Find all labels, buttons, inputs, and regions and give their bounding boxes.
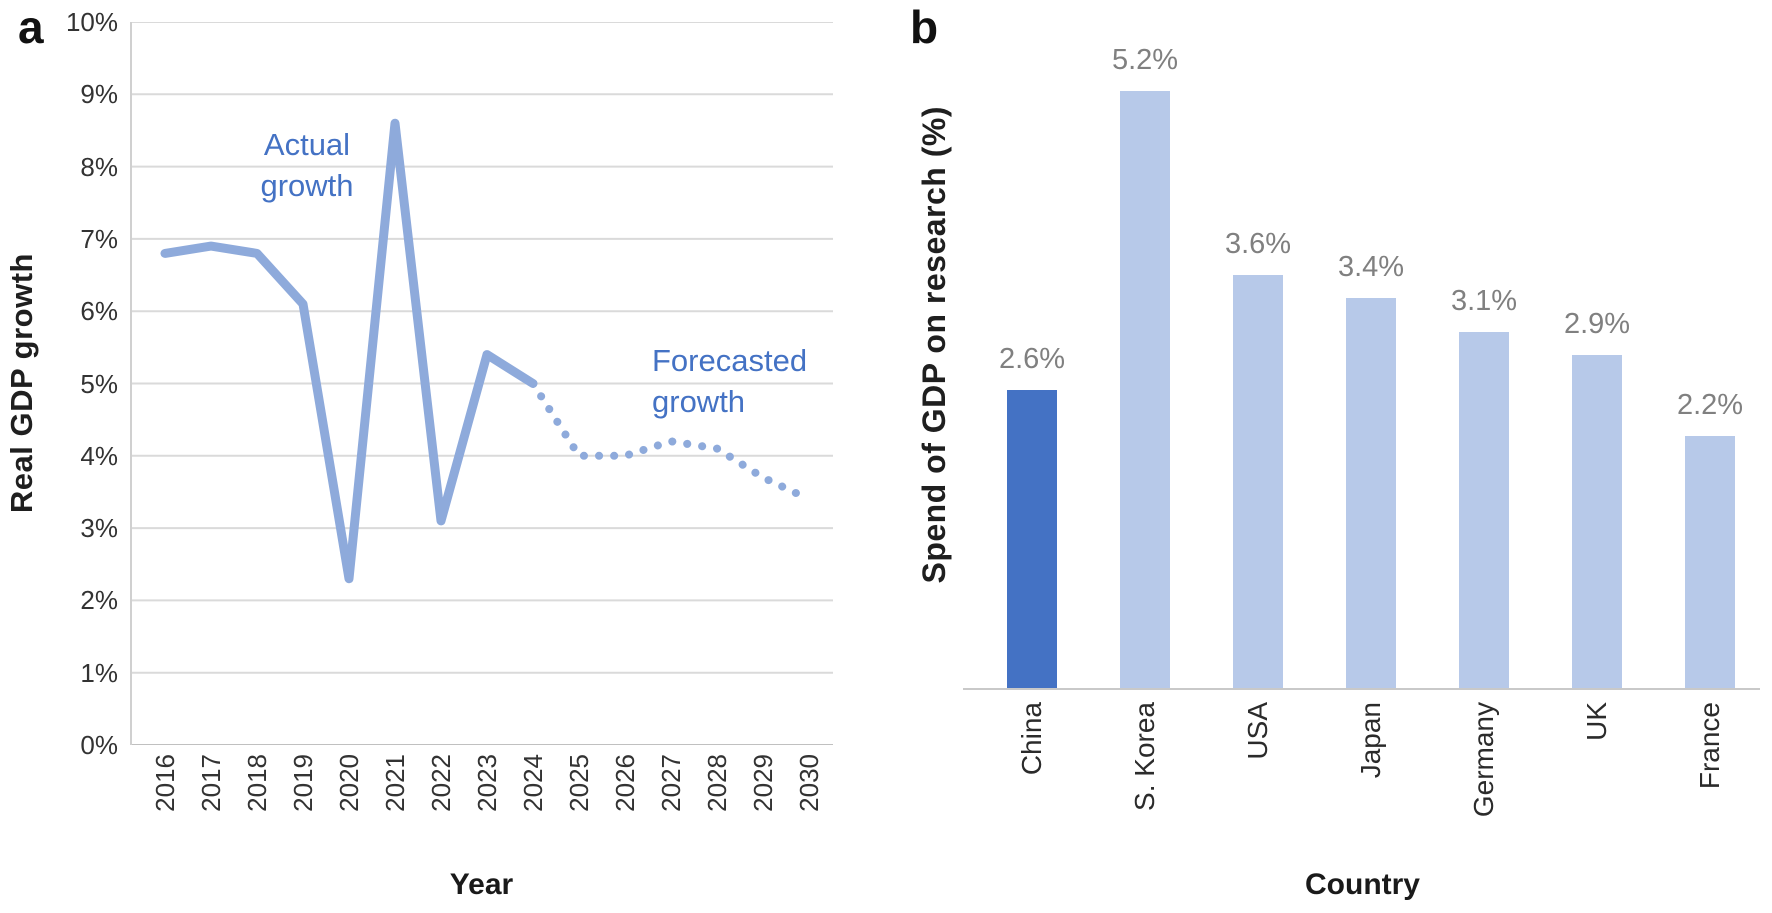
bar-japan: [1346, 298, 1396, 689]
panel-a-y-axis-title-wrap: Real GDP growth: [4, 22, 39, 745]
x-tick-label-text: 2022: [426, 754, 456, 812]
actual-growth-line: [160, 118, 538, 584]
x-tick-label: 2018: [242, 754, 272, 817]
bar-value-label: 5.2%: [1111, 44, 1179, 76]
panel-b-x-axis-line: [963, 688, 1760, 690]
forecast-growth-annotation: Forecasted growth: [652, 343, 808, 419]
x-tick-label-text: 2021: [380, 754, 410, 812]
panel-b-y-axis-title-wrap: Spend of GDP on research (%): [916, 0, 952, 689]
x-tick-label: 2029: [748, 754, 778, 817]
category-label: Japan: [1355, 702, 1386, 783]
bar-germany: [1459, 332, 1509, 689]
bar-value-label: 2.9%: [1563, 308, 1631, 340]
bar-value-label: 3.1%: [1450, 285, 1518, 317]
bar-s-korea: [1120, 91, 1170, 689]
bar-value-label: 2.2%: [1676, 389, 1744, 421]
y-tick-label: 3%: [80, 513, 118, 544]
panel-a-x-axis-title: Year: [449, 868, 514, 901]
category-label-text: Japan: [1355, 702, 1386, 779]
x-tick-label-text: 2024: [518, 754, 548, 812]
y-tick-label: 5%: [80, 368, 118, 399]
x-tick-label: 2020: [334, 754, 364, 817]
x-tick-label-text: 2025: [564, 754, 594, 812]
bar-value-label: 2.6%: [998, 343, 1066, 375]
y-tick-label: 9%: [80, 79, 118, 110]
y-tick-label: 1%: [80, 657, 118, 688]
x-tick-label: 2016: [150, 754, 180, 817]
category-label: Germany: [1468, 702, 1499, 822]
x-tick-label: 2019: [288, 754, 318, 817]
category-label: China: [1016, 702, 1047, 780]
y-tick-label: 7%: [80, 223, 118, 254]
x-tick-label-text: 2030: [794, 754, 824, 812]
bar-value-label: 3.6%: [1224, 228, 1292, 260]
bar-value-label: 3.4%: [1337, 251, 1405, 283]
forecasted-growth-line: [529, 379, 813, 504]
x-tick-label-text: 2017: [196, 754, 226, 812]
y-tick-label: 4%: [80, 440, 118, 471]
x-tick-label: 2030: [794, 754, 824, 817]
bar-china: [1007, 390, 1057, 689]
x-tick-label: 2021: [380, 754, 410, 817]
x-tick-label-text: 2020: [334, 754, 364, 812]
category-label-text: S. Korea: [1129, 702, 1160, 811]
x-tick-label-text: 2016: [150, 754, 180, 812]
category-label: S. Korea: [1129, 702, 1160, 816]
panel-a-y-axis-title: Real GDP growth: [4, 253, 39, 514]
y-tick-label: 0%: [80, 730, 118, 760]
panel-b-letter: b: [910, 1, 939, 53]
category-label-text: UK: [1581, 702, 1612, 741]
y-tick-label: 10%: [65, 7, 118, 37]
x-tick-label-text: 2018: [242, 754, 272, 812]
x-tick-label-text: 2026: [610, 754, 640, 812]
x-tick-label: 2027: [656, 754, 686, 817]
gdp-line-chart: [130, 22, 833, 745]
category-label: USA: [1242, 702, 1273, 765]
x-tick-label-text: 2027: [656, 754, 686, 812]
x-tick-label: 2017: [196, 754, 226, 817]
x-tick-label: 2023: [472, 754, 502, 817]
x-tick-label-text: 2029: [748, 754, 778, 812]
x-tick-label-text: 2019: [288, 754, 318, 812]
x-tick-label-text: 2028: [702, 754, 732, 812]
panel-b-y-axis-title: Spend of GDP on research (%): [916, 105, 952, 584]
y-tick-label: 6%: [80, 296, 118, 327]
category-label: UK: [1581, 702, 1612, 746]
panel-a-letter: a: [18, 1, 44, 53]
category-label-text: Germany: [1468, 702, 1499, 818]
x-tick-label: 2026: [610, 754, 640, 817]
y-tick-label: 8%: [80, 151, 118, 182]
x-tick-label-text: 2023: [472, 754, 502, 812]
bar-usa: [1233, 275, 1283, 689]
x-tick-label: 2022: [426, 754, 456, 817]
actual-growth-annotation: Actual growth: [260, 127, 354, 203]
x-tick-label: 2024: [518, 754, 548, 817]
category-label-text: China: [1016, 702, 1047, 776]
category-label: France: [1694, 702, 1725, 794]
x-tick-label: 2025: [564, 754, 594, 817]
bar-uk: [1572, 355, 1622, 689]
panel-b-x-axis-title: Country: [1305, 868, 1420, 901]
bar-france: [1685, 436, 1735, 689]
category-label-text: France: [1694, 702, 1725, 790]
x-tick-label: 2028: [702, 754, 732, 817]
y-tick-label: 2%: [80, 585, 118, 616]
category-label-text: USA: [1242, 702, 1273, 760]
